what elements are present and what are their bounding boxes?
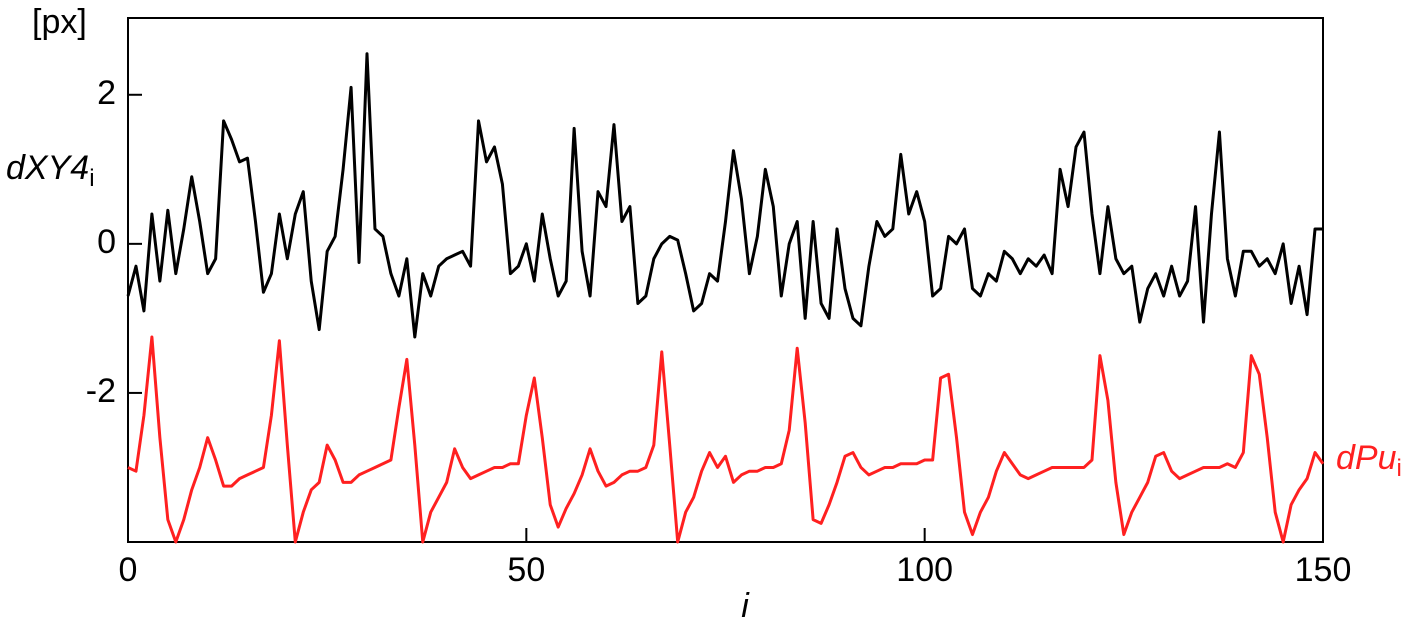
y-unit-label: [px] [32,3,87,41]
y-tick-label: -2 [86,372,116,410]
y-tick-label: 2 [97,74,116,112]
x-tick-label: 150 [1295,551,1352,589]
plot-frame [127,17,1324,543]
series-name-subscript: i [89,165,94,192]
series-label: dXY4i [6,149,95,192]
y-tick-label: 0 [97,223,116,261]
series-name-subscript: i [1397,455,1402,482]
series-label: dPui [1336,439,1402,482]
x-tick-label: 0 [119,551,138,589]
series-name: dPu [1336,439,1397,477]
x-tick-label: 50 [507,551,545,589]
series-line [126,52,1323,339]
x-tick-label: 100 [896,551,953,589]
series-line [127,335,1325,544]
series-name: dXY4 [6,149,89,187]
x-axis-label: i [741,587,750,625]
